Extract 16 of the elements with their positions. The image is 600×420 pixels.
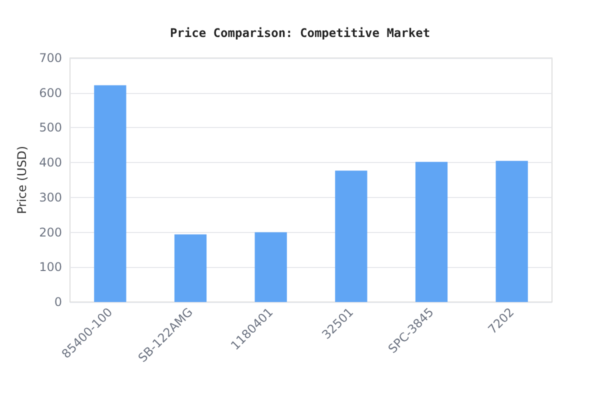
y-tick-label: 500 [39,120,62,135]
bar [174,234,207,302]
chart-title: Price Comparison: Competitive Market [170,26,430,40]
y-tick-label: 300 [39,190,62,204]
bar [496,160,528,302]
bar [254,232,287,302]
y-tick-label: 400 [39,156,62,170]
y-tick-label: 200 [39,225,62,240]
y-tick-label: 100 [39,260,62,274]
y-axis-title: Price (USD) [15,146,29,214]
bar [94,85,126,302]
y-tick-label: 0 [54,295,62,309]
bar [415,162,448,302]
y-tick-label: 700 [39,51,62,65]
bar [335,170,368,302]
y-tick-label: 600 [39,86,62,100]
